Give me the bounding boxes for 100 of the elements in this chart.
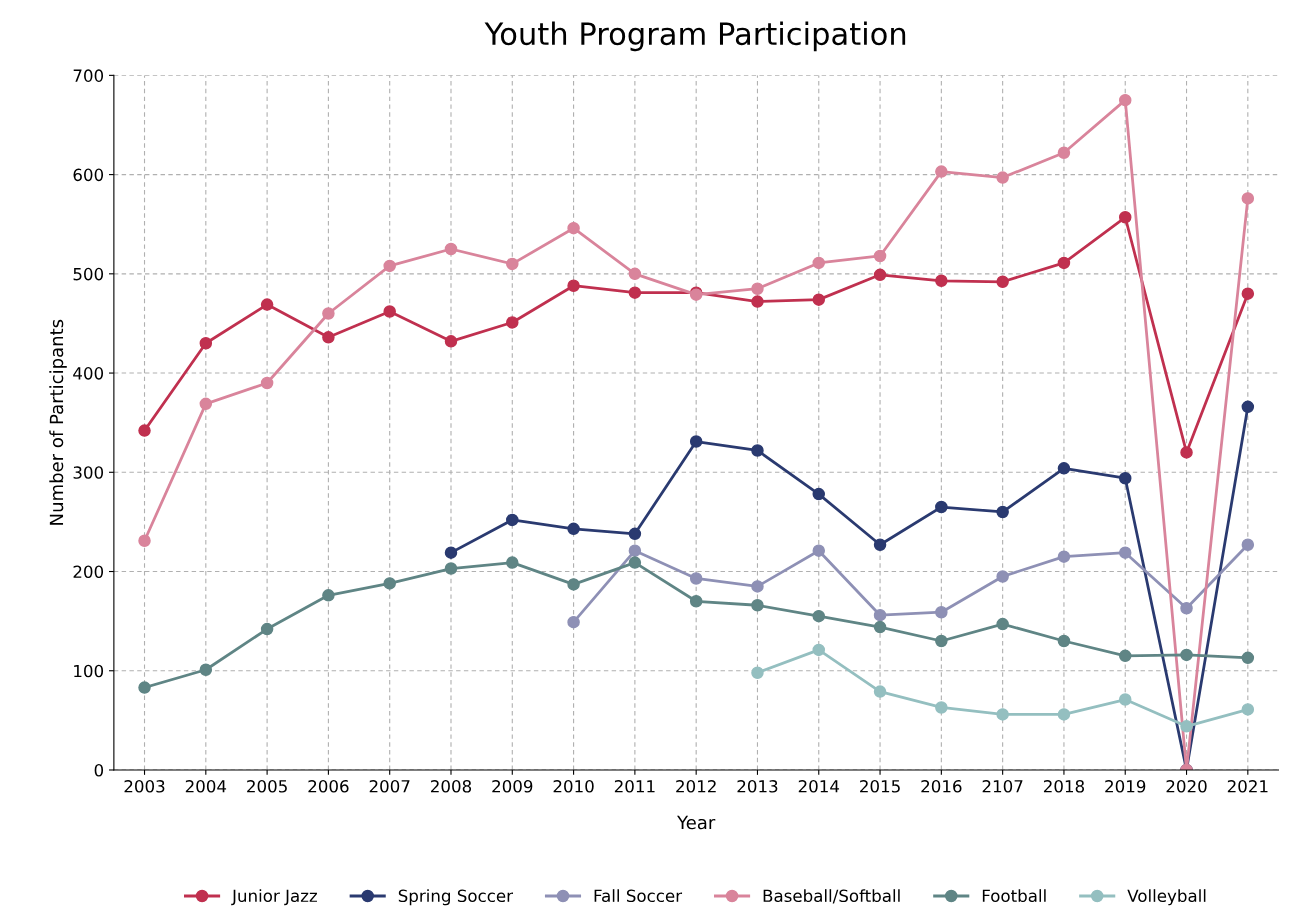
point bbox=[444, 242, 458, 256]
x-tick-label: 2019 bbox=[1105, 780, 1146, 793]
point bbox=[935, 165, 948, 178]
point bbox=[751, 282, 764, 295]
point bbox=[260, 622, 274, 636]
point bbox=[628, 286, 642, 299]
point bbox=[996, 617, 1009, 631]
point bbox=[935, 500, 948, 514]
point bbox=[751, 444, 764, 457]
point bbox=[1180, 648, 1193, 662]
point bbox=[506, 513, 519, 527]
point bbox=[199, 397, 213, 411]
x-tick-label: 2009 bbox=[492, 780, 533, 793]
x-tick-label: 2107 bbox=[982, 780, 1023, 793]
point bbox=[751, 599, 764, 612]
point bbox=[506, 556, 519, 569]
point bbox=[567, 279, 580, 292]
point bbox=[567, 578, 580, 591]
point bbox=[628, 527, 642, 541]
x-tick-label: 2006 bbox=[308, 780, 349, 793]
point bbox=[1118, 693, 1132, 706]
point bbox=[996, 708, 1009, 721]
y-tick-label: 200 bbox=[73, 565, 104, 579]
legend-label: Football bbox=[982, 889, 1046, 903]
point bbox=[689, 595, 703, 608]
point bbox=[383, 577, 396, 590]
point bbox=[1057, 550, 1071, 563]
point bbox=[567, 615, 580, 629]
point bbox=[444, 335, 458, 348]
y-tick-label: 600 bbox=[73, 168, 104, 182]
point bbox=[873, 538, 887, 551]
point bbox=[260, 298, 274, 311]
x-tick-label: 2010 bbox=[553, 780, 594, 793]
y-tick-label: 0 bbox=[94, 763, 104, 777]
legend-label: Spring Soccer bbox=[398, 889, 513, 906]
point bbox=[1180, 601, 1193, 615]
point bbox=[996, 570, 1009, 583]
point bbox=[628, 556, 642, 569]
x-tick-label: 2021 bbox=[1227, 780, 1268, 793]
point bbox=[1241, 651, 1255, 665]
point bbox=[996, 505, 1009, 519]
x-axis-title: Year bbox=[677, 815, 716, 830]
point bbox=[1118, 649, 1132, 663]
point bbox=[1118, 211, 1132, 224]
point bbox=[138, 424, 151, 437]
x-tick-label: 2004 bbox=[185, 780, 227, 793]
point bbox=[751, 666, 764, 679]
point bbox=[1241, 192, 1255, 205]
point bbox=[873, 620, 887, 634]
point bbox=[506, 316, 519, 329]
x-tick-label: 2014 bbox=[798, 780, 840, 793]
point bbox=[1180, 446, 1193, 459]
point bbox=[1118, 546, 1132, 559]
point bbox=[628, 267, 642, 281]
y-tick-label: 500 bbox=[73, 267, 104, 281]
y-tick-label: 400 bbox=[73, 367, 104, 380]
point bbox=[996, 275, 1009, 289]
y-tick-label: 300 bbox=[73, 466, 104, 479]
point bbox=[199, 663, 213, 677]
x-tick-label: 2008 bbox=[431, 780, 472, 793]
x-tick-label: 2016 bbox=[921, 780, 962, 793]
x-tick-label: 2020 bbox=[1166, 780, 1207, 793]
x-tick-label: 2007 bbox=[369, 780, 410, 793]
point bbox=[812, 487, 826, 501]
point bbox=[812, 256, 826, 270]
point bbox=[689, 435, 703, 448]
point bbox=[812, 643, 826, 657]
point bbox=[1057, 462, 1071, 475]
y-tick-label: 700 bbox=[73, 69, 104, 82]
point bbox=[1118, 93, 1132, 107]
x-tick-label: 2005 bbox=[247, 780, 287, 793]
point bbox=[1241, 287, 1255, 300]
point bbox=[199, 337, 213, 350]
point bbox=[935, 605, 948, 619]
point bbox=[506, 257, 519, 271]
point bbox=[812, 544, 826, 557]
point bbox=[138, 681, 151, 694]
y-axis-title: Number of Participants bbox=[49, 319, 67, 525]
point bbox=[444, 562, 458, 575]
point bbox=[383, 259, 396, 273]
point bbox=[138, 534, 151, 548]
y-tick-label: 100 bbox=[74, 664, 104, 678]
point bbox=[1180, 720, 1193, 733]
point bbox=[873, 608, 887, 622]
point bbox=[935, 274, 948, 288]
point bbox=[873, 685, 887, 698]
legend-label: Junior Jazz bbox=[231, 889, 317, 906]
x-tick-label: 2003 bbox=[124, 780, 165, 793]
point bbox=[1241, 703, 1255, 716]
point bbox=[812, 293, 826, 306]
point bbox=[1057, 708, 1071, 721]
point bbox=[567, 522, 580, 536]
point bbox=[751, 295, 764, 308]
point bbox=[383, 305, 396, 318]
point bbox=[751, 580, 764, 593]
x-tick-label: 2015 bbox=[860, 780, 900, 793]
point bbox=[1057, 146, 1071, 160]
point bbox=[322, 589, 335, 602]
point bbox=[689, 572, 703, 585]
point bbox=[1118, 471, 1132, 485]
